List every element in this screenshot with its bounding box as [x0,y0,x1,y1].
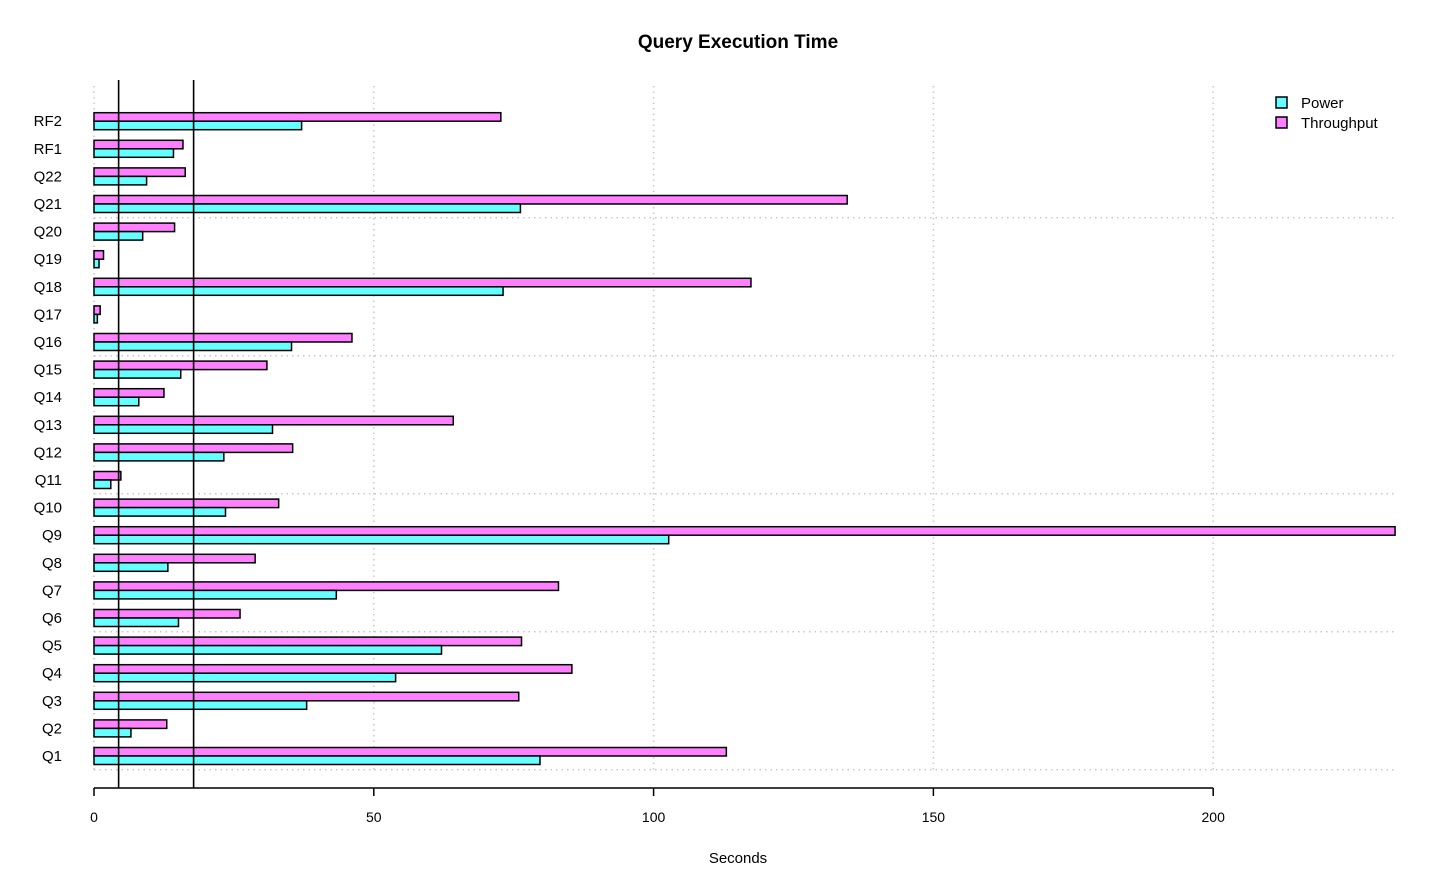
category-label-q1: Q1 [42,748,62,765]
bar-throughput-rf2 [93,111,502,122]
bar-throughput-q10 [93,498,280,509]
bar-throughput-q2 [93,719,168,730]
category-label-q17: Q17 [34,306,62,323]
bar-throughput-q16 [93,332,353,343]
category-label-q18: Q18 [34,279,62,296]
bar-power-q7 [93,589,338,600]
chart-title: Query Execution Time [638,32,838,53]
category-label-q20: Q20 [34,224,62,241]
x-tick-label: 50 [366,809,382,825]
category-label-q3: Q3 [42,693,62,710]
bar-throughput-q3 [93,691,520,702]
bar-throughput-q15 [93,360,268,371]
category-label-rf1: RF1 [34,141,62,158]
category-label-q8: Q8 [42,555,62,572]
x-axis: 0 50 100 150 200 [90,787,1225,825]
category-label-q12: Q12 [34,444,62,461]
bar-throughput-q14 [93,387,165,398]
legend-swatch-power [1275,96,1288,109]
category-label-q2: Q2 [42,720,62,737]
legend: Power Throughput [1275,95,1379,132]
bar-throughput-q21 [93,194,848,205]
bar-throughput-q20 [93,222,176,233]
bar-power-q5 [93,644,443,655]
bar-power-q1 [93,755,541,766]
bar-throughput-q4 [93,663,573,674]
bar-power-q4 [93,672,397,683]
category-label-q14: Q14 [34,389,62,406]
bar-power-q13 [93,424,274,435]
bar-power-q17 [93,313,99,324]
legend-label-throughput: Throughput [1301,115,1379,132]
bar-throughput-q5 [93,636,523,647]
bar-power-q6 [93,617,180,628]
category-label-q5: Q5 [42,638,62,655]
bar-power-q21 [93,203,522,214]
category-label-q7: Q7 [42,582,62,599]
category-label-q4: Q4 [42,665,62,682]
reference-lines [117,80,195,788]
x-axis-title: Seconds [709,850,767,867]
bar-power-q22 [93,175,148,186]
bar-power-rf2 [93,120,303,131]
category-label-rf2: RF2 [34,113,62,130]
bar-power-rf1 [93,148,175,159]
category-label-q22: Q22 [34,168,62,185]
bars [93,111,1396,766]
bar-throughput-q13 [93,415,455,426]
bar-power-q10 [93,506,227,517]
bar-throughput-rf1 [93,139,184,150]
bar-throughput-q11 [93,470,122,481]
category-labels: Q1 Q2 Q3 Q4 Q5 Q6 Q7 Q8 Q9 Q10 Q11 Q12 Q13 Q14 Q15 Q16 Q… [34,113,62,765]
x-tick-label: 0 [90,809,98,825]
bar-power-q14 [93,396,140,407]
bar-throughput-q7 [93,581,560,592]
bar-power-q19 [93,258,100,269]
legend-label-power: Power [1301,95,1344,112]
bar-throughput-q17 [93,305,101,316]
bar-power-q18 [93,286,504,297]
bar-power-q16 [93,341,293,352]
bar-throughput-q9 [93,525,1396,536]
bar-throughput-q18 [93,277,752,288]
category-label-q15: Q15 [34,362,62,379]
bar-power-q3 [93,700,308,711]
x-tick-label: 100 [642,809,666,825]
bar-power-q15 [93,368,182,379]
bar-power-q8 [93,562,169,573]
bar-throughput-q8 [93,553,256,564]
x-ticks: 0 50 100 150 200 [90,788,1225,825]
bar-power-q11 [93,479,112,490]
bar-power-q9 [93,534,670,545]
category-label-q19: Q19 [34,251,62,268]
category-label-q9: Q9 [42,527,62,544]
category-label-q13: Q13 [34,417,62,434]
bar-throughput-q19 [93,249,105,260]
bar-power-q12 [93,451,225,462]
legend-swatch-throughput [1275,116,1288,129]
category-label-q16: Q16 [34,334,62,351]
category-label-q10: Q10 [34,500,62,517]
x-tick-label: 200 [1202,809,1226,825]
bar-power-q2 [93,727,132,738]
bar-throughput-q22 [93,167,186,178]
category-label-q6: Q6 [42,610,62,627]
x-tick-label: 150 [922,809,946,825]
bar-throughput-q1 [93,746,728,757]
category-label-q11: Q11 [35,472,62,489]
category-label-q21: Q21 [34,196,62,213]
bar-throughput-q6 [93,608,241,619]
